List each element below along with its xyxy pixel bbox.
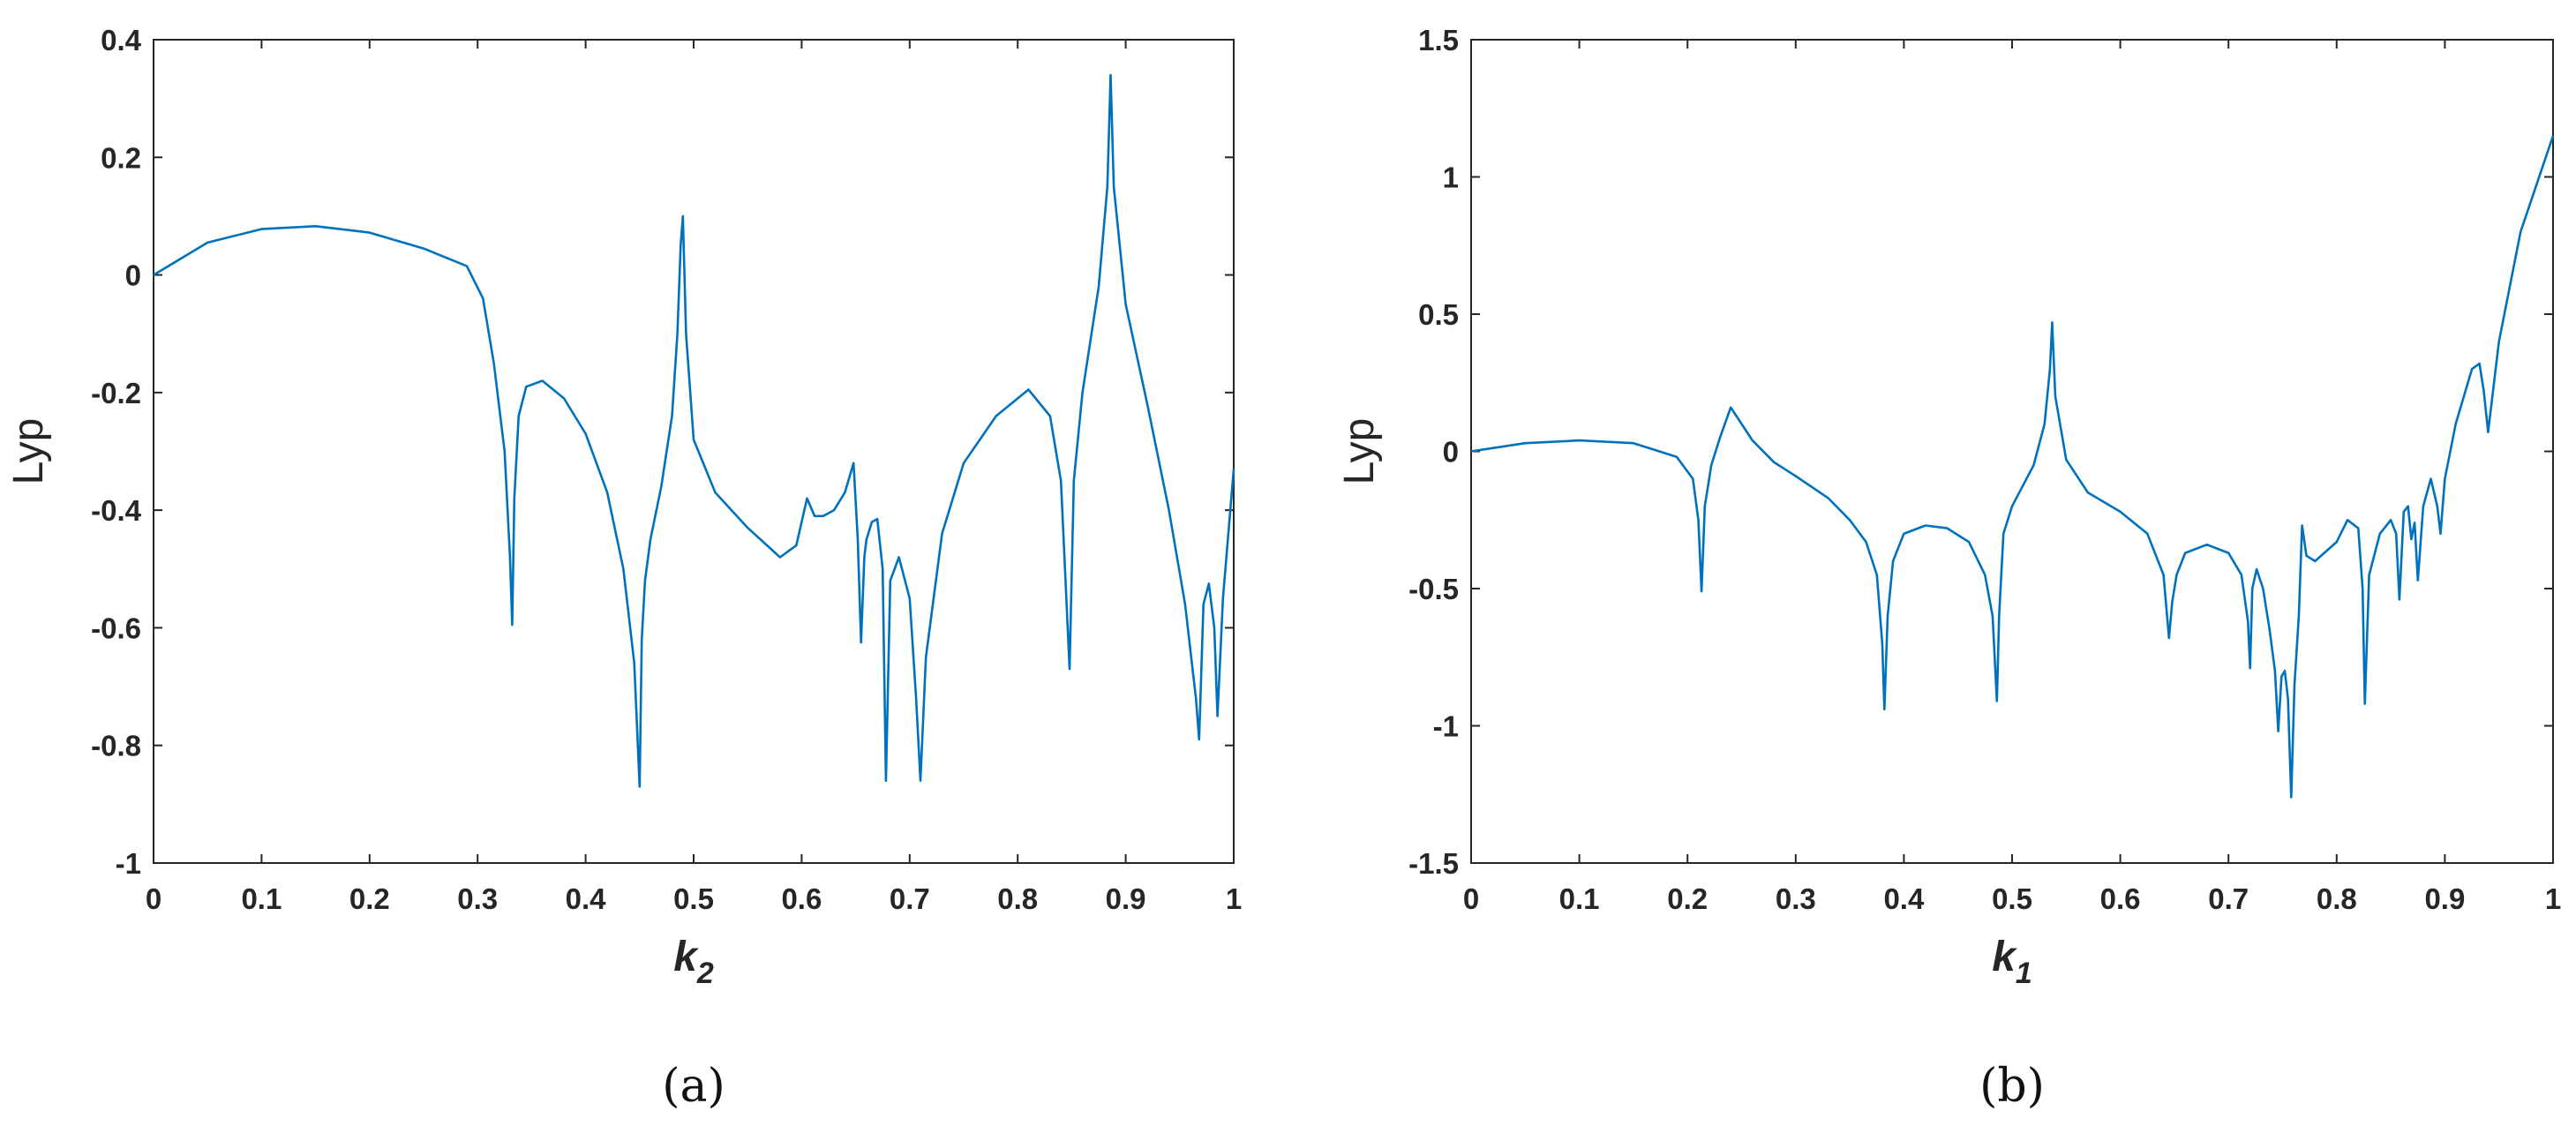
panel-b-x-tick-label: 0.4 bbox=[1883, 882, 1925, 915]
panel-a-x-tick-label: 0 bbox=[146, 882, 161, 915]
panel-a-y-tick-label: -0.2 bbox=[91, 377, 141, 409]
panel-a-x-tick-label: 1 bbox=[1226, 882, 1242, 915]
panel-b-y-axis-label: Lyp bbox=[1336, 418, 1383, 485]
panel-b-x-tick-label: 0.2 bbox=[1667, 882, 1708, 915]
panel-a-x-tick-label: 0.3 bbox=[457, 882, 498, 915]
panel-b-caption: (b) bbox=[1979, 1060, 2045, 1113]
panel-a-x-tick-label: 0.9 bbox=[1106, 882, 1146, 915]
panel-a-x-tick-label: 0.8 bbox=[997, 882, 1038, 915]
panel-a-y-tick-label: -0.6 bbox=[91, 612, 141, 644]
panel-b-x-tick-label: 0.9 bbox=[2424, 882, 2465, 915]
panel-b-y-tick-label: -1.5 bbox=[1408, 847, 1459, 880]
panel-a-x-tick-label: 0.4 bbox=[566, 882, 607, 915]
panel-b-x-tick-label: 0.3 bbox=[1776, 882, 1816, 915]
panel-b-y-tick-label: -1 bbox=[1433, 710, 1459, 743]
panel-a-y-tick-label: -0.8 bbox=[91, 730, 141, 762]
panel-b: 0 0.1 0.2 0.3 0.4 0.5 0.6 0.7 0.8 0.9 1 -1.5 -1 -0.5 0… bbox=[1336, 24, 2561, 1113]
panel-b-x-axis-label-main: k bbox=[1992, 934, 2017, 980]
panel-b-y-tick-label: 1 bbox=[1443, 161, 1459, 194]
panel-b-x-tick-label: 1 bbox=[2545, 882, 2561, 915]
panel-a-plot-area bbox=[153, 39, 1235, 864]
panel-a-x-tick-label: 0.2 bbox=[349, 882, 390, 915]
panel-b-y-tick-label: 0 bbox=[1443, 436, 1459, 469]
panel-a-y-tick-label: 0.2 bbox=[101, 141, 141, 174]
panel-b-series-line bbox=[1470, 135, 2555, 799]
panel-a-x-axis-label-main: k bbox=[673, 934, 699, 980]
panel-b-x-tick-label: 0 bbox=[1463, 882, 1479, 915]
panel-b-x-tick-label: 0.7 bbox=[2208, 882, 2249, 915]
panel-b-x-tick-label: 0.8 bbox=[2317, 882, 2357, 915]
panel-a-y-axis-label: Lyp bbox=[5, 418, 52, 485]
panel-a-x-tick-label: 0.5 bbox=[673, 882, 714, 915]
panel-a-x-tick-label: 0.7 bbox=[890, 882, 930, 915]
panel-b-y-tick-label: 1.5 bbox=[1418, 24, 1459, 56]
panel-b-x-axis-label: k1 bbox=[1992, 934, 2032, 990]
panel-b-y-tick-label: 0.5 bbox=[1418, 298, 1459, 331]
panel-a-caption: (a) bbox=[662, 1060, 725, 1113]
panel-a-x-axis-label-subscript: 2 bbox=[696, 957, 714, 990]
panel-a-series-line bbox=[153, 73, 1235, 788]
panel-a-y-tick-label: 0.4 bbox=[101, 24, 142, 56]
panel-a-x-tick-label: 0.6 bbox=[781, 882, 822, 915]
panel-a-x-tick-label: 0.1 bbox=[241, 882, 282, 915]
panel-a-x-axis-label: k2 bbox=[673, 934, 714, 990]
panel-b-y-tick-label: -0.5 bbox=[1408, 573, 1459, 605]
panel-b-x-tick-label: 0.5 bbox=[1992, 882, 2032, 915]
panel-a-y-tick-label: -0.4 bbox=[91, 494, 142, 527]
panel-a-y-tick-label: 0 bbox=[125, 259, 141, 292]
panel-a-y-tick-label: -1 bbox=[116, 847, 141, 880]
panel-b-x-tick-label: 0.6 bbox=[2100, 882, 2141, 915]
panel-b-x-axis-label-subscript: 1 bbox=[2016, 957, 2032, 990]
panel-a: 0 0.1 0.2 0.3 0.4 0.5 0.6 0.7 0.8 0.9 1 -1 -0.8 -0.6 -… bbox=[5, 24, 1242, 1113]
panel-b-x-tick-label: 0.1 bbox=[1559, 882, 1600, 915]
panel-b-plot-area bbox=[1470, 39, 2554, 864]
